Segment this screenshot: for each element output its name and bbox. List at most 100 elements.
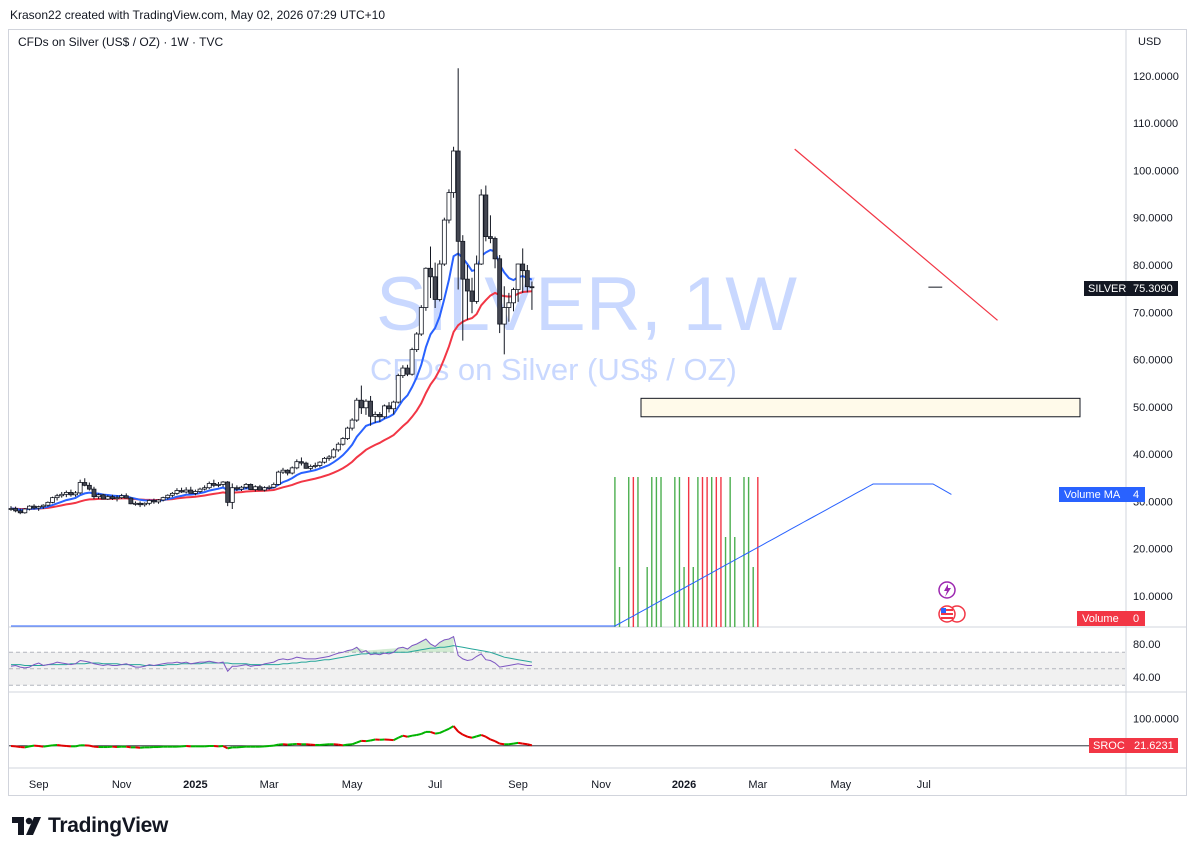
- candle-body: [271, 483, 277, 488]
- candle-body: [331, 449, 337, 458]
- candle: [27, 505, 32, 511]
- candle-body: [239, 486, 244, 490]
- candle-body: [501, 307, 507, 325]
- candle-body: [137, 502, 143, 506]
- candle: [524, 264, 530, 293]
- candle: [464, 264, 470, 320]
- sroc-segment: [467, 735, 473, 739]
- sroc-segment: [480, 734, 487, 738]
- candle: [432, 262, 438, 309]
- sroc-segment: [485, 735, 491, 741]
- candle: [156, 499, 161, 504]
- candle-body: [146, 500, 152, 504]
- candle-body: [520, 263, 526, 272]
- candle-body: [165, 494, 171, 499]
- candle: [248, 483, 254, 491]
- candle-body: [455, 150, 461, 242]
- candle-body: [22, 508, 28, 514]
- candle-body: [368, 400, 373, 417]
- candle: [386, 402, 392, 413]
- time-axis-tick-label: Jul: [917, 779, 931, 791]
- price-tag: SILVER 75.3090: [1084, 281, 1178, 296]
- volume-ma-tag-background: [1059, 487, 1145, 502]
- candle: [146, 499, 152, 506]
- candle: [234, 485, 240, 492]
- watermark-description: CFDs on Silver (US$ / OZ): [370, 352, 737, 387]
- candle-body: [474, 263, 480, 302]
- sroc-segment: [439, 729, 445, 734]
- candle: [91, 486, 97, 500]
- candle: [322, 456, 327, 464]
- us-flag-event-icon[interactable]: [938, 605, 966, 623]
- candle-body: [289, 467, 295, 474]
- time-axis-tick-label: May: [342, 779, 363, 791]
- candle-body: [285, 469, 291, 474]
- candle: [262, 486, 267, 492]
- candle-body: [206, 483, 212, 489]
- sroc-segment: [273, 743, 279, 747]
- candle-body: [312, 465, 318, 467]
- tradingview-logo[interactable]: TradingView: [12, 814, 168, 838]
- candle-body: [363, 400, 369, 409]
- candle-body: [524, 270, 530, 288]
- time-axis-tick-label: Sep: [29, 779, 49, 791]
- candle: [239, 485, 244, 492]
- candle-body: [82, 482, 88, 486]
- consolidation-box: [640, 397, 1081, 418]
- candle-body: [68, 492, 74, 496]
- sroc-tag: SROC 21.6231: [1089, 738, 1178, 753]
- candle-body: [423, 267, 429, 308]
- candle: [137, 501, 143, 508]
- candle: [423, 267, 429, 311]
- candle-body: [317, 461, 323, 466]
- candle-body: [529, 286, 535, 289]
- candle-body: [386, 405, 392, 410]
- candle: [428, 246, 433, 299]
- candle: [474, 255, 480, 304]
- candle: [63, 490, 69, 498]
- candle: [299, 457, 304, 466]
- candle-body: [303, 462, 309, 469]
- candle: [289, 466, 295, 475]
- candle-body: [511, 289, 516, 304]
- candle: [405, 364, 410, 377]
- candle: [54, 493, 60, 501]
- candle: [409, 347, 415, 376]
- price-axis-tick-label: 110.0000: [1133, 118, 1178, 130]
- sroc-segment: [452, 725, 459, 733]
- sroc-segment: [457, 730, 464, 736]
- tradingview-logo-icon: [12, 817, 41, 835]
- candle: [455, 68, 461, 290]
- candle-body: [40, 504, 46, 508]
- candle-body: [418, 307, 424, 335]
- candle-body: [400, 367, 406, 377]
- candle: [114, 495, 120, 502]
- chart-frame: [8, 29, 1187, 796]
- sroc-segment: [434, 731, 440, 735]
- sroc-segment: [370, 738, 376, 742]
- candle: [308, 464, 314, 471]
- candle-body: [96, 494, 101, 498]
- candle: [515, 263, 521, 302]
- sroc-segment: [411, 734, 417, 737]
- candle-body: [36, 506, 42, 509]
- candle-body: [59, 493, 65, 497]
- currency-label[interactable]: USD: [1138, 36, 1162, 48]
- candle-body: [188, 489, 194, 494]
- candle-body: [275, 471, 281, 485]
- candle-body: [409, 349, 415, 375]
- candle-body: [225, 481, 231, 503]
- lightning-event-icon[interactable]: [938, 581, 956, 599]
- symbol-title[interactable]: CFDs on Silver (US$ / OZ) · 1W · TVC: [18, 35, 224, 49]
- sroc-segment: [476, 734, 482, 738]
- candle-body: [128, 497, 134, 505]
- candle: [271, 482, 277, 489]
- candle: [59, 491, 65, 498]
- sroc-pane: [9, 725, 1125, 750]
- candle: [252, 485, 258, 492]
- candle: [165, 494, 171, 500]
- candle-body: [142, 502, 148, 506]
- price-tag-background: [1084, 281, 1178, 296]
- candle: [354, 397, 360, 422]
